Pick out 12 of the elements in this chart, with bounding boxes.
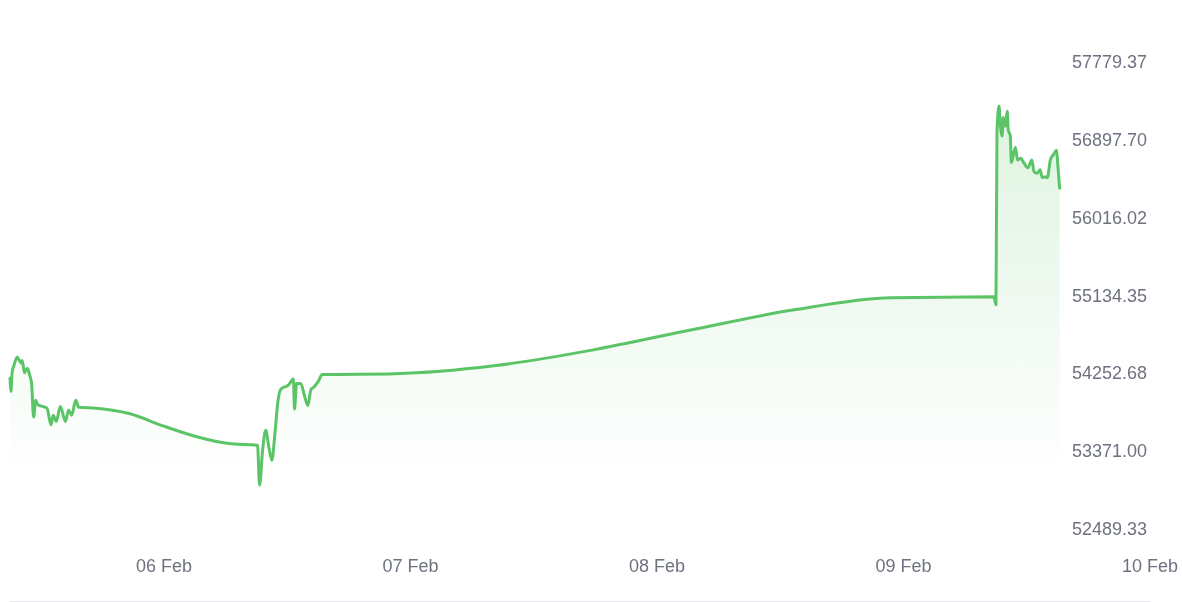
y-tick-label: 56016.02	[1072, 207, 1148, 228]
y-tick-label: 52489.33	[1072, 519, 1148, 540]
x-tick-label: 06 Feb	[136, 556, 193, 576]
y-tick-label: 53371.00	[1072, 441, 1148, 462]
y-tick-label: 57779.37	[1072, 51, 1148, 72]
y-tick-label: 56897.70	[1072, 129, 1148, 150]
x-tick-label: 10 Feb	[1121, 556, 1179, 576]
x-tick-label: 07 Feb	[382, 556, 439, 576]
x-tick-label: 08 Feb	[629, 556, 686, 576]
x-tick-label: 09 Feb	[875, 556, 932, 576]
y-tick-label: 54252.68	[1072, 363, 1148, 384]
y-tick-label: 55134.35	[1072, 285, 1148, 306]
